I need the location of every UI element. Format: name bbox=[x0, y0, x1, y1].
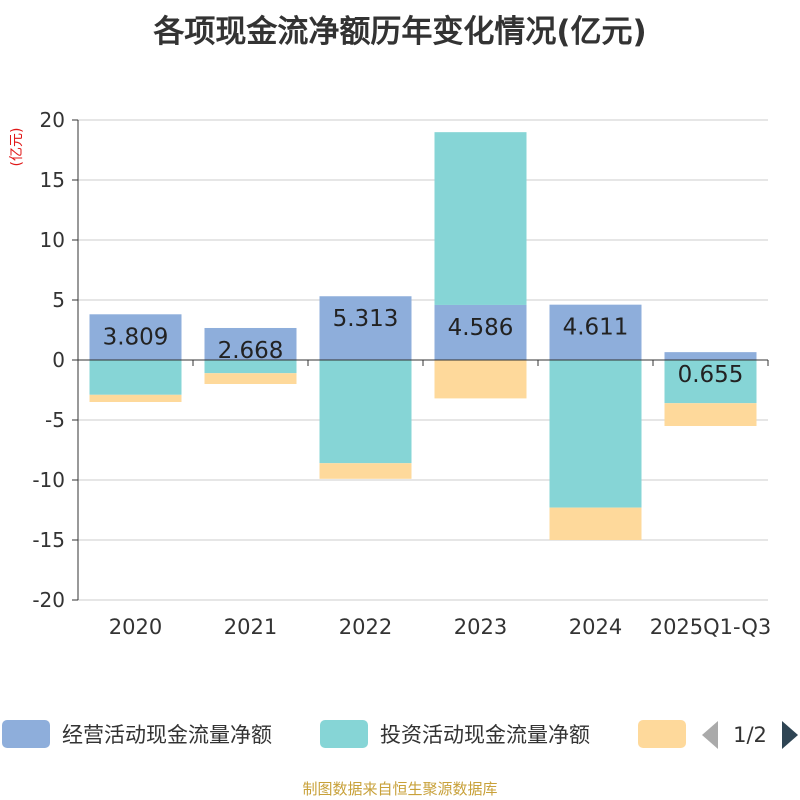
data-label: 2.668 bbox=[218, 338, 284, 364]
data-label: 5.313 bbox=[333, 306, 399, 332]
data-label: 0.655 bbox=[678, 362, 744, 388]
bar-segment[interactable] bbox=[664, 352, 757, 360]
legend-label[interactable]: 经营活动现金流量净额 bbox=[62, 723, 272, 747]
bar-segment[interactable] bbox=[89, 360, 182, 395]
x-tick-label: 2025Q1-Q3 bbox=[650, 615, 772, 639]
x-tick-label: 2024 bbox=[569, 615, 622, 639]
bar-segment[interactable] bbox=[664, 403, 757, 426]
x-tick-label: 2023 bbox=[454, 615, 507, 639]
y-tick-label: -15 bbox=[32, 528, 65, 552]
bar-segment[interactable] bbox=[664, 360, 757, 404]
y-tick-label: 20 bbox=[40, 108, 65, 132]
data-label: 4.611 bbox=[563, 315, 629, 341]
bar-segment[interactable] bbox=[89, 314, 182, 360]
y-tick-label: -10 bbox=[32, 468, 65, 492]
y-axis-unit-label: (亿元) bbox=[9, 128, 25, 167]
legend-prev-icon[interactable] bbox=[702, 721, 718, 749]
bar-segment[interactable] bbox=[549, 304, 642, 360]
bar-segment[interactable] bbox=[319, 296, 412, 360]
bar-segment[interactable] bbox=[434, 132, 527, 305]
legend-label[interactable]: 投资活动现金流量净额 bbox=[380, 723, 590, 747]
y-tick-label: -20 bbox=[32, 588, 65, 612]
y-tick-label: -5 bbox=[45, 408, 65, 432]
x-tick-label: 2020 bbox=[109, 615, 162, 639]
y-tick-label: 15 bbox=[40, 168, 65, 192]
bar-segment[interactable] bbox=[319, 360, 412, 464]
chart-title: 各项现金流净额历年变化情况(亿元) bbox=[153, 14, 647, 50]
data-label: 3.809 bbox=[103, 324, 169, 350]
bar-segment[interactable] bbox=[204, 327, 297, 360]
y-tick-label: 5 bbox=[52, 288, 65, 312]
y-tick-label: 0 bbox=[52, 348, 65, 372]
y-tick-label: 10 bbox=[40, 228, 65, 252]
bar-segment[interactable] bbox=[434, 304, 527, 360]
x-tick-label: 2022 bbox=[339, 615, 392, 639]
bar-segment[interactable] bbox=[549, 507, 642, 540]
bar-segment[interactable] bbox=[204, 373, 297, 384]
bar-segment[interactable] bbox=[549, 360, 642, 508]
legend-swatch[interactable] bbox=[320, 720, 368, 748]
source-footer: 制图数据来自恒生聚源数据库 bbox=[302, 780, 498, 798]
x-tick-label: 2021 bbox=[224, 615, 277, 639]
bar-segment[interactable] bbox=[319, 463, 412, 479]
legend-next-icon[interactable] bbox=[782, 721, 798, 749]
legend-swatch[interactable] bbox=[638, 720, 686, 748]
bar-segment[interactable] bbox=[434, 360, 527, 399]
legend-page-indicator: 1/2 bbox=[733, 723, 767, 747]
bar-segment[interactable] bbox=[89, 394, 182, 402]
legend-swatch[interactable] bbox=[2, 720, 50, 748]
bar-segment[interactable] bbox=[204, 360, 297, 374]
data-label: 4.586 bbox=[448, 315, 514, 341]
